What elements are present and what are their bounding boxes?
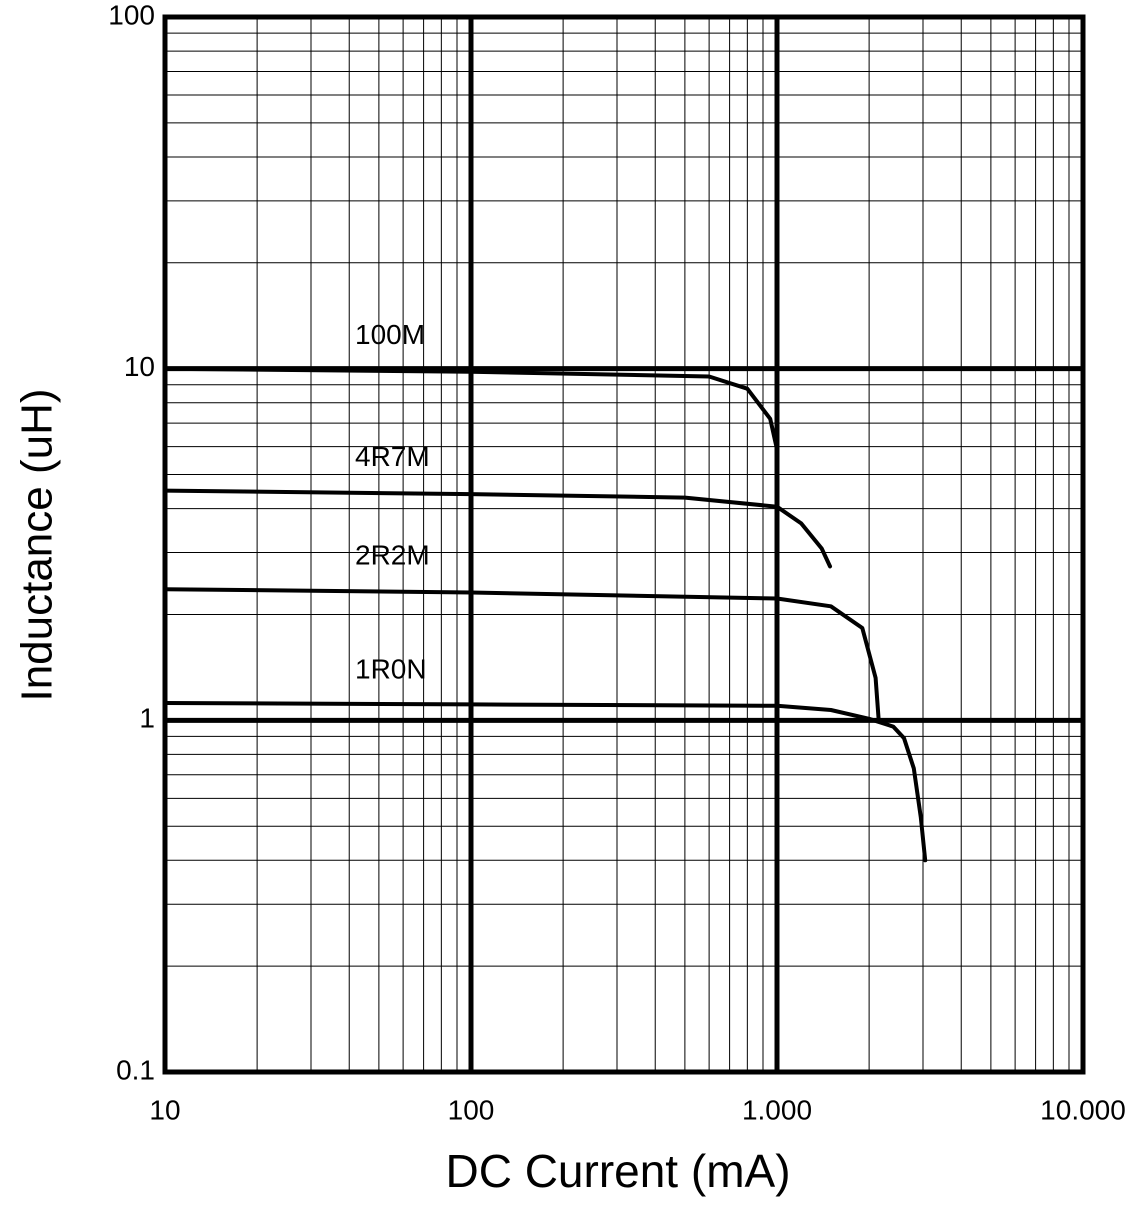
y-axis-label: Inductance (uH) [13,388,62,701]
y-tick-label: 1 [139,703,155,734]
series-line [163,701,928,863]
series-line [163,587,881,723]
y-tick-label: 0.1 [116,1054,155,1085]
plot-frame [162,14,1086,1075]
series-label: 2R2M [355,540,430,571]
series-label: 100M [355,319,425,350]
x-axis-label: DC Current (mA) [445,1145,790,1197]
y-tick-label: 100 [108,0,155,30]
x-tick-label: 100 [448,1094,495,1125]
series-line [163,366,779,452]
x-tick-label: 1.000 [742,1094,812,1125]
y-tick-label: 10 [124,351,155,382]
series-label: 1R0N [355,653,427,684]
series-label: 4R7M [355,441,430,472]
x-tick-label: 10.000 [1040,1094,1126,1125]
series-line [163,488,832,569]
x-tick-label: 10 [149,1094,180,1125]
